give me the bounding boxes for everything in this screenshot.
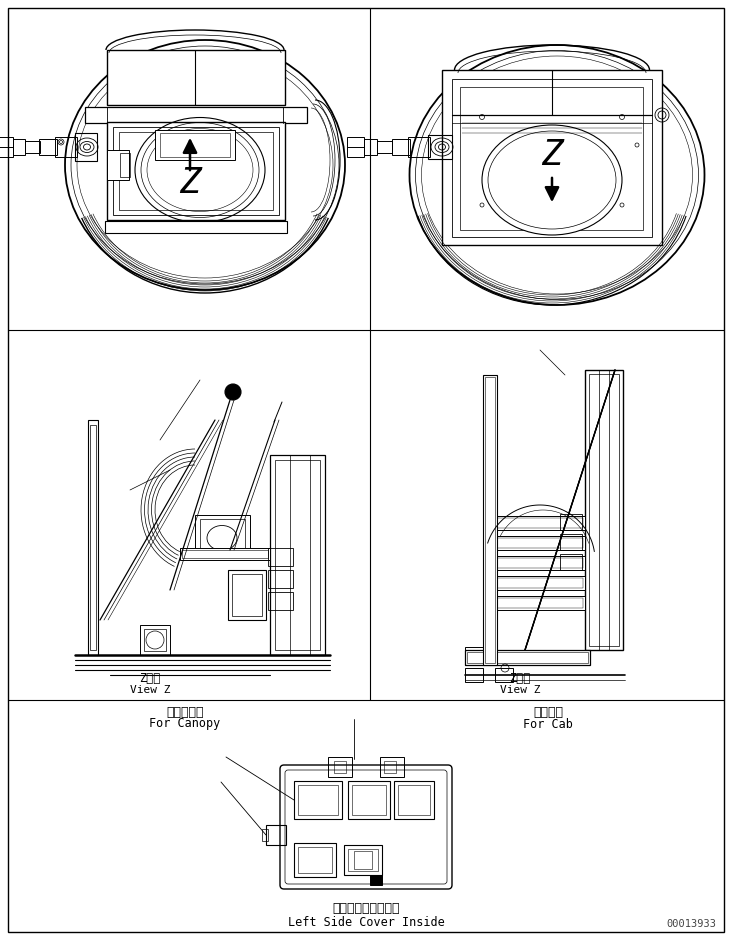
- Text: For Cab: For Cab: [523, 717, 573, 730]
- Bar: [13, 139, 25, 155]
- Bar: [560, 554, 582, 570]
- Text: Z　視: Z 視: [509, 671, 531, 684]
- Bar: [487, 578, 583, 588]
- Bar: [262, 829, 268, 841]
- Bar: [85, 107, 307, 123]
- Text: キャブ用: キャブ用: [533, 706, 563, 718]
- Bar: [589, 374, 619, 646]
- Bar: [394, 781, 434, 819]
- Bar: [485, 536, 585, 550]
- Bar: [428, 135, 452, 159]
- Bar: [155, 130, 235, 160]
- Bar: [105, 221, 287, 233]
- Text: Z: Z: [179, 166, 201, 200]
- FancyBboxPatch shape: [280, 765, 452, 889]
- Bar: [377, 141, 392, 153]
- Text: Left Side Cover Inside: Left Side Cover Inside: [288, 916, 444, 929]
- Bar: [298, 847, 332, 873]
- Bar: [88, 420, 98, 655]
- Bar: [268, 592, 293, 610]
- Bar: [347, 137, 364, 157]
- Bar: [370, 875, 382, 885]
- Bar: [195, 515, 250, 560]
- Bar: [398, 785, 430, 815]
- Bar: [119, 132, 273, 210]
- Bar: [200, 519, 245, 556]
- Bar: [266, 825, 286, 845]
- Bar: [232, 574, 262, 616]
- Bar: [585, 370, 623, 650]
- Bar: [380, 757, 404, 777]
- Bar: [485, 596, 585, 610]
- Text: 00013933: 00013933: [666, 919, 716, 929]
- Text: キャノピ用: キャノピ用: [166, 706, 203, 718]
- Ellipse shape: [482, 125, 622, 235]
- Bar: [294, 843, 336, 877]
- Text: View Z: View Z: [500, 685, 540, 695]
- Bar: [384, 761, 396, 773]
- Bar: [452, 79, 652, 237]
- Bar: [467, 652, 588, 663]
- Text: View Z: View Z: [130, 685, 171, 695]
- Bar: [113, 127, 279, 215]
- Bar: [487, 538, 583, 548]
- Bar: [352, 785, 386, 815]
- Bar: [55, 137, 77, 157]
- Bar: [364, 139, 377, 155]
- Bar: [270, 455, 325, 655]
- Bar: [465, 668, 483, 682]
- Bar: [107, 50, 285, 105]
- Bar: [275, 460, 320, 650]
- Text: Z: Z: [541, 138, 563, 172]
- Bar: [348, 781, 390, 819]
- Bar: [268, 548, 293, 566]
- Bar: [560, 514, 582, 530]
- Bar: [485, 516, 585, 530]
- Bar: [348, 849, 378, 871]
- Bar: [442, 70, 662, 245]
- Bar: [465, 650, 590, 665]
- Bar: [334, 761, 346, 773]
- Bar: [268, 570, 293, 588]
- Bar: [487, 598, 583, 608]
- Bar: [160, 133, 230, 157]
- Bar: [354, 851, 372, 869]
- Bar: [392, 139, 410, 155]
- Bar: [465, 647, 483, 665]
- Bar: [90, 425, 96, 650]
- Bar: [485, 576, 585, 590]
- Bar: [144, 629, 166, 651]
- Bar: [460, 87, 643, 230]
- Bar: [39, 139, 57, 155]
- Bar: [25, 141, 40, 153]
- Bar: [75, 133, 97, 161]
- Bar: [120, 153, 130, 177]
- Bar: [0, 137, 13, 157]
- Bar: [107, 122, 285, 220]
- Bar: [107, 150, 129, 180]
- Ellipse shape: [225, 384, 241, 400]
- Bar: [483, 375, 497, 665]
- Bar: [344, 845, 382, 875]
- Bar: [328, 757, 352, 777]
- Bar: [560, 534, 582, 550]
- Text: 左サイドカバー内側: 左サイドカバー内側: [332, 902, 400, 916]
- Bar: [485, 556, 585, 570]
- Bar: [182, 550, 268, 558]
- Bar: [180, 548, 270, 560]
- Bar: [228, 570, 266, 620]
- Bar: [495, 668, 513, 682]
- Bar: [298, 785, 338, 815]
- Bar: [294, 781, 342, 819]
- Text: For Canopy: For Canopy: [149, 717, 220, 730]
- Text: Z　視: Z 視: [139, 671, 161, 684]
- Bar: [487, 558, 583, 568]
- Bar: [408, 137, 430, 157]
- Bar: [487, 518, 583, 528]
- Bar: [485, 377, 495, 663]
- Bar: [140, 625, 170, 655]
